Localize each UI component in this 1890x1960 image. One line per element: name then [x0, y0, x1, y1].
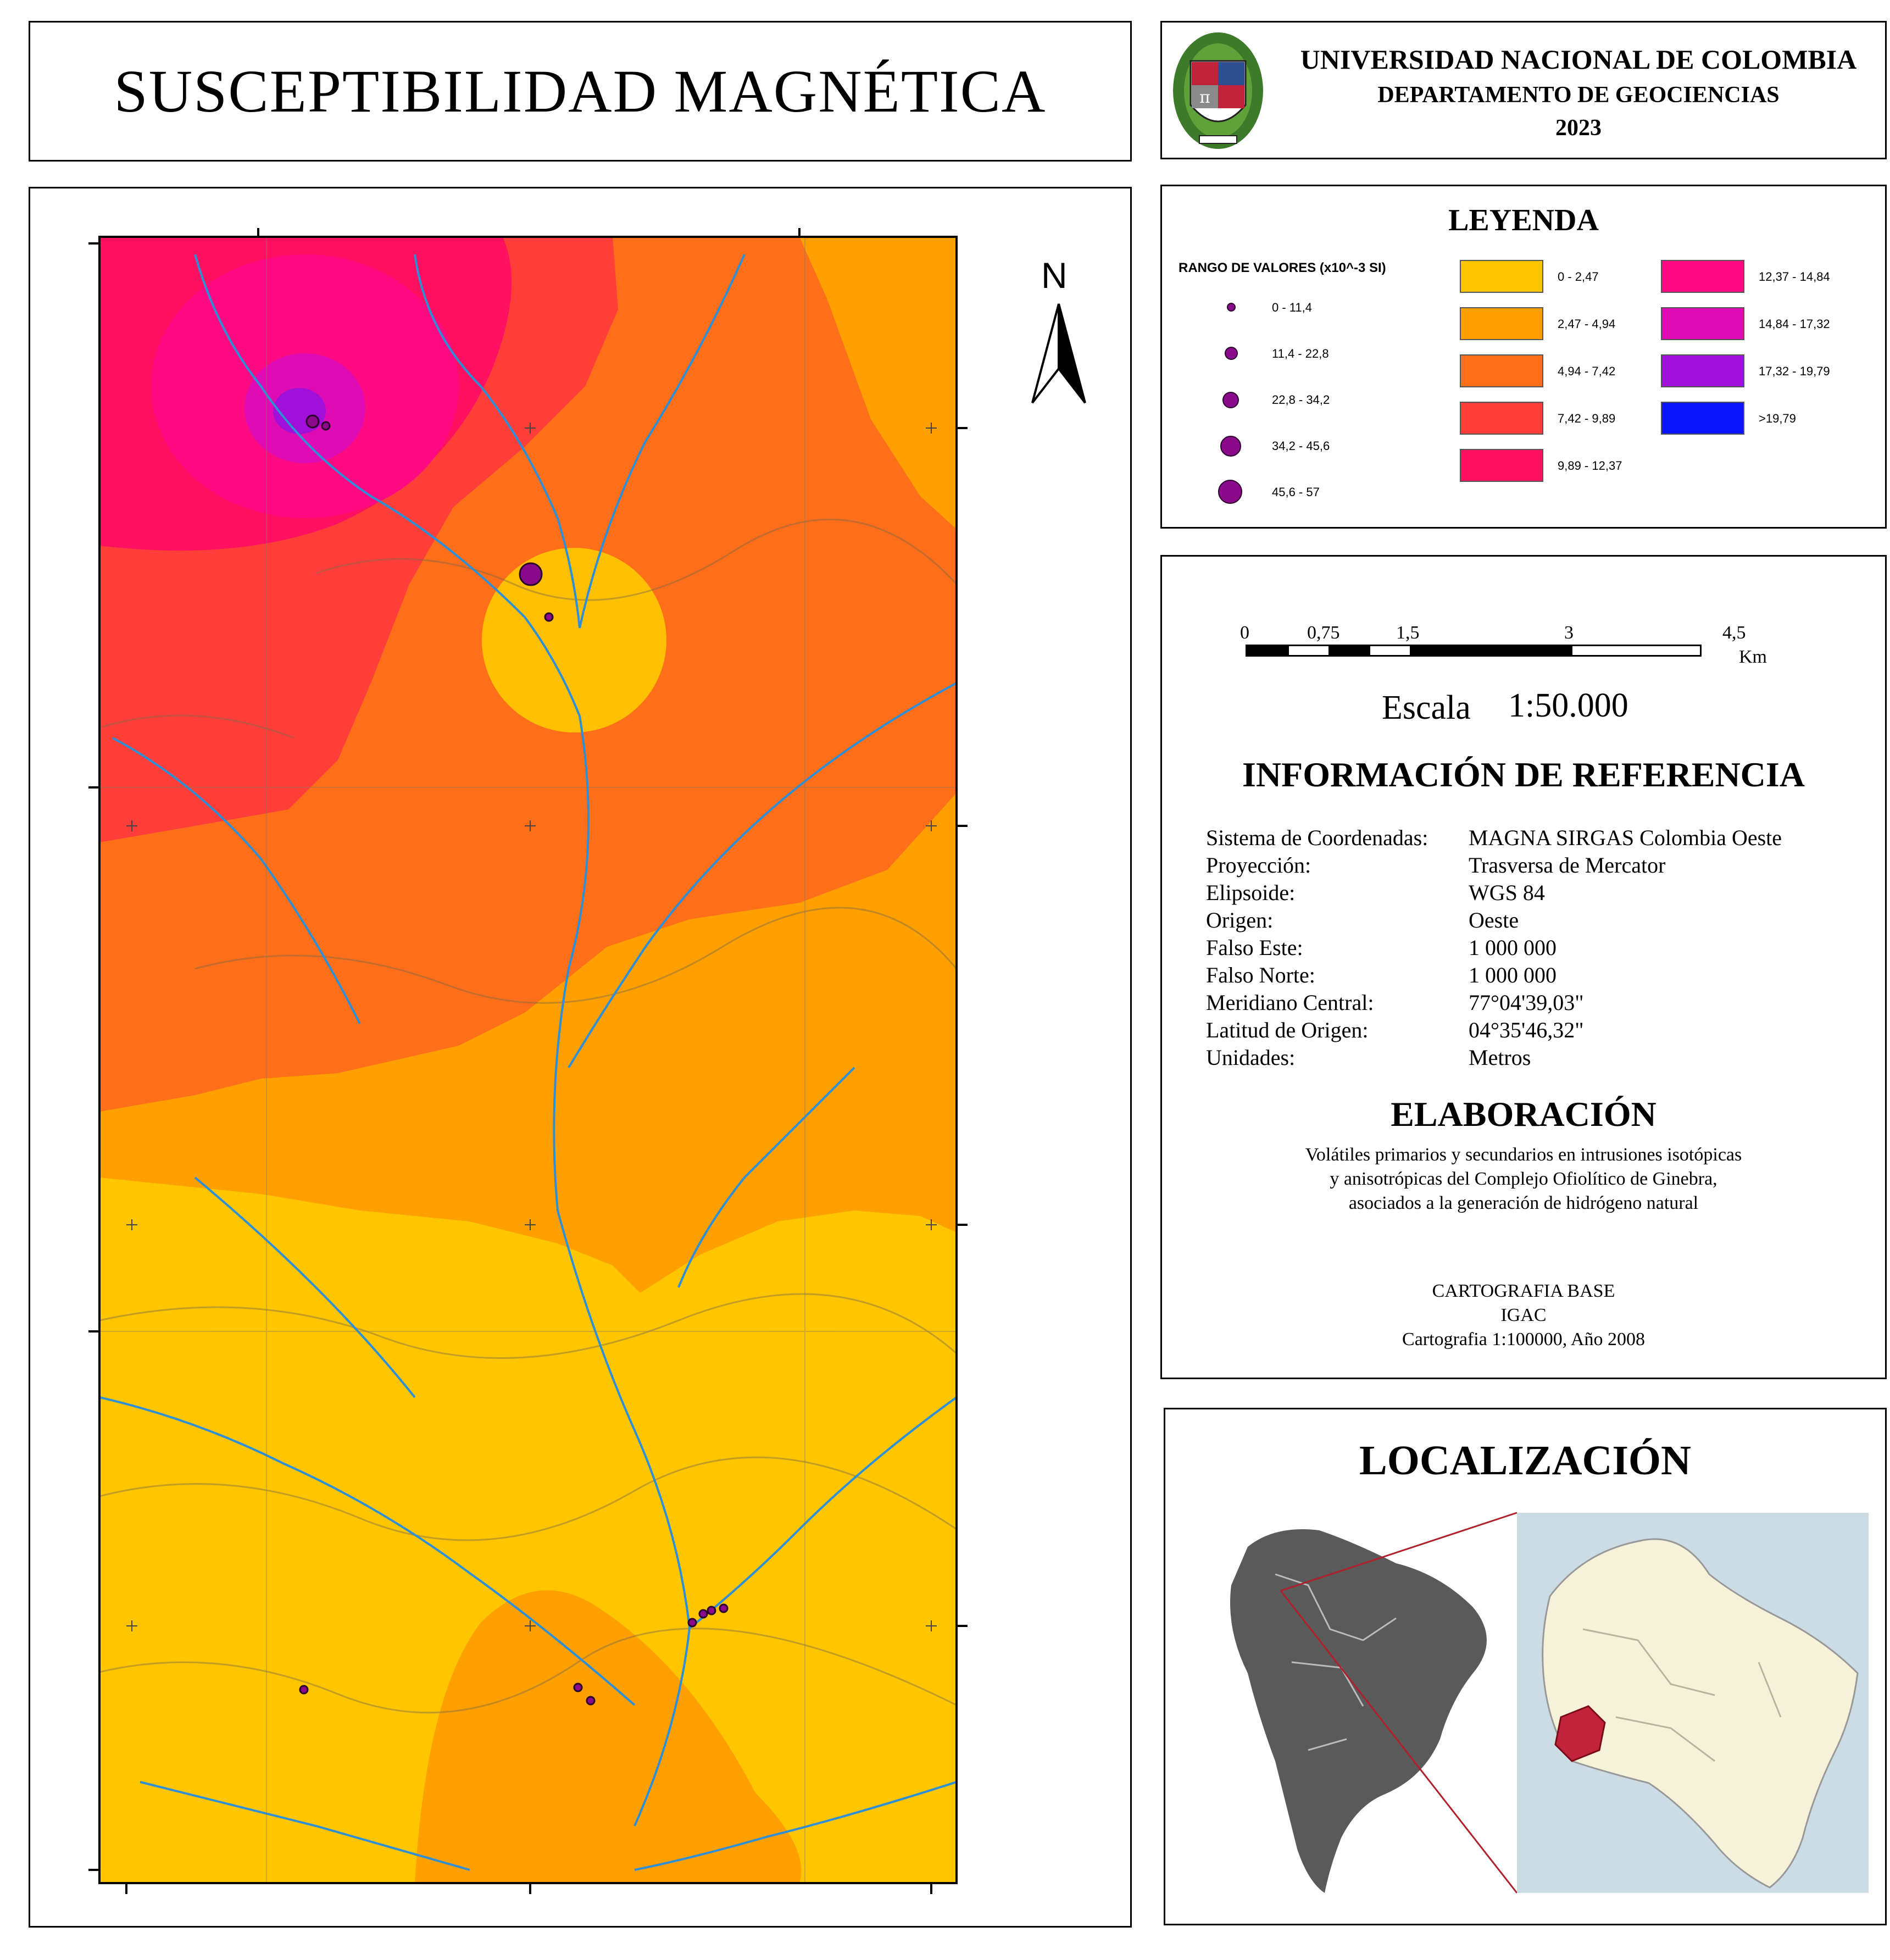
header-year: 2023 — [1555, 115, 1602, 141]
elaboration-line: Volátiles primarios y secundarios en int… — [1305, 1145, 1742, 1165]
reference-row: Proyección: Trasversa de Mercator — [1206, 853, 1666, 878]
sample-point — [299, 1685, 309, 1695]
source-line: CARTOGRAFIA BASE — [1432, 1281, 1615, 1301]
scale-unit: Km — [1739, 647, 1767, 667]
reference-row: Unidades: Metros — [1206, 1045, 1531, 1070]
sample-point — [573, 1683, 583, 1692]
scale-tick-label: 0,75 — [1307, 623, 1340, 643]
title-box: SUSCEPTIBILIDAD MAGNÉTICA — [29, 21, 1132, 162]
sample-point — [544, 612, 554, 622]
zone-south-lobe — [415, 1590, 802, 1883]
location-inset — [1230, 1512, 1869, 1894]
map-canvas — [88, 228, 1086, 1894]
swatch — [1460, 260, 1543, 293]
swatch — [1661, 354, 1744, 387]
map-frame: N — [29, 187, 1132, 1928]
swatch — [1661, 260, 1744, 293]
scale-tick-label: 3 — [1564, 623, 1574, 643]
zone-17-32-19-79 — [273, 388, 326, 434]
swatch — [1460, 402, 1543, 435]
reference-title: INFORMACIÓN DE REFERENCIA — [1242, 755, 1805, 794]
swatch — [1460, 449, 1543, 482]
legend-box: LEYENDA RANGO DE VALORES (x10^-3 SI) 0 -… — [1160, 185, 1887, 529]
location-box: LOCALIZACIÓN — [1164, 1408, 1887, 1925]
north-arrow-icon — [1031, 303, 1086, 404]
svg-text:π: π — [1199, 88, 1210, 107]
swatch — [1460, 354, 1543, 387]
range-title: RANGO DE VALORES (x10^-3 SI) — [1179, 260, 1386, 275]
reference-row: Sistema de Coordenadas: MAGNA SIRGAS Colo… — [1206, 825, 1782, 850]
scale-tick-label: 4,5 — [1722, 623, 1746, 643]
reference-row: Latitud de Origen: 04°35'46,32" — [1206, 1018, 1584, 1042]
sample-point — [719, 1603, 729, 1613]
swatch — [1661, 402, 1744, 435]
sample-point — [698, 1609, 708, 1619]
location-title: LOCALIZACIÓN — [1359, 1437, 1691, 1484]
reference-row: Falso Este: 1 000 000 — [1206, 935, 1557, 960]
legend-title: LEYENDA — [1448, 203, 1599, 237]
scale-value: 1:50.000 — [1508, 687, 1628, 724]
reference-box: 0 0,75 1,5 3 4,5 Km Escala 1:50.000 INFO… — [1160, 555, 1887, 1379]
sample-point — [586, 1696, 596, 1706]
elaboration-title: ELABORACIÓN — [1391, 1095, 1656, 1134]
sample-point — [519, 562, 543, 586]
reference-row: Meridiano Central: 77°04'39,03" — [1206, 990, 1584, 1015]
department-name: DEPARTAMENTO DE GEOCIENCIAS — [1377, 82, 1780, 108]
source-line: IGAC — [1500, 1305, 1547, 1325]
sample-point — [687, 1618, 697, 1628]
elaboration-line: y anisotrópicas del Complejo Ofiolítico … — [1330, 1169, 1717, 1189]
south-america-shape — [1230, 1529, 1487, 1893]
scale-tick-label: 0 — [1240, 623, 1249, 643]
sample-point — [321, 421, 331, 431]
sample-point — [305, 414, 320, 429]
reference-row: Origen: Oeste — [1206, 908, 1519, 932]
sample-point — [707, 1606, 716, 1615]
zone-low-anomaly — [482, 548, 666, 732]
map-title: SUSCEPTIBILIDAD MAGNÉTICA — [114, 58, 1047, 125]
scale-bar — [1246, 645, 1702, 657]
scale-tick-label: 1,5 — [1396, 623, 1420, 643]
reference-row: Elipsoide: WGS 84 — [1206, 880, 1545, 905]
map-neatline — [98, 236, 958, 1884]
reference-row: Falso Norte: 1 000 000 — [1206, 963, 1557, 987]
study-area-highlight — [1554, 1705, 1606, 1762]
source-line: Cartografia 1:100000, Año 2008 — [1402, 1329, 1645, 1350]
zone-ne-corner — [799, 237, 957, 507]
university-crest-icon: π — [1169, 28, 1268, 153]
scale-label: Escala — [1382, 689, 1471, 726]
swatch — [1460, 307, 1543, 340]
swatch — [1661, 307, 1744, 340]
north-label: N — [1041, 255, 1068, 296]
institution-header: π UNIVERSIDAD NACIONAL DE COLOMBIA DEPAR… — [1160, 21, 1887, 159]
university-name: UNIVERSIDAD NACIONAL DE COLOMBIA — [1300, 44, 1857, 75]
elaboration-line: asociados a la generación de hidrógeno n… — [1348, 1193, 1699, 1213]
